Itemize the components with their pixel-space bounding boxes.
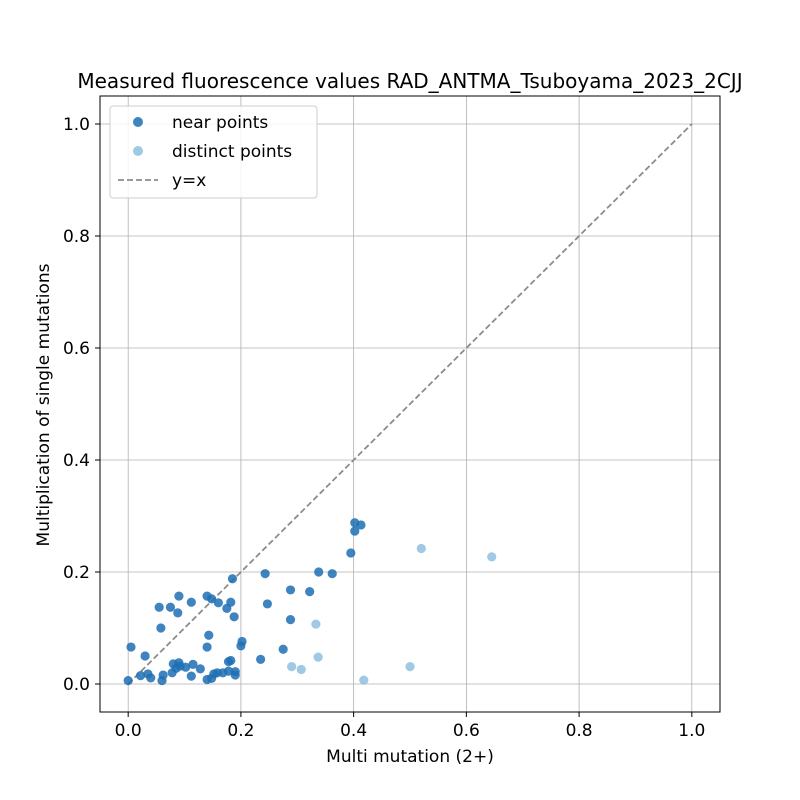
legend-label-distinct-points: distinct points — [172, 142, 292, 162]
near-point — [256, 654, 266, 664]
plot-frame — [99, 95, 721, 713]
legend-box — [109, 105, 318, 199]
legend-marker-distinct-points — [133, 146, 143, 156]
near-point — [327, 569, 337, 579]
y-axis-ticks: 0.0 0.2 0.4 0.6 0.8 1.0 — [63, 115, 100, 695]
near-point — [207, 594, 217, 604]
y-tick-label: 0.6 — [63, 339, 90, 359]
near-point — [165, 602, 176, 612]
near-point — [135, 671, 146, 681]
y-tick-label: 0.0 — [63, 675, 90, 695]
near-point — [204, 630, 214, 640]
near-point — [237, 636, 247, 647]
near-point — [229, 612, 239, 622]
distinct-point — [405, 662, 415, 672]
legend-label-near-points: near points — [172, 113, 268, 133]
distinct-point — [287, 662, 297, 672]
near-point — [181, 662, 191, 672]
near-point — [314, 567, 324, 577]
near-point — [260, 569, 270, 579]
near-point — [223, 666, 234, 676]
points-layer — [123, 518, 497, 686]
near-point — [126, 642, 136, 652]
near-point — [156, 623, 166, 633]
distinct-point — [313, 652, 323, 662]
x-tick-label: 0.6 — [453, 721, 480, 741]
near-point — [350, 526, 360, 536]
near-point — [140, 651, 150, 661]
reference-line-layer — [127, 123, 693, 685]
legend-label-y-equals-x: y=x — [172, 171, 206, 191]
distinct-point — [487, 552, 497, 562]
x-tick-label: 0.4 — [340, 721, 367, 741]
near-point — [227, 574, 238, 584]
near-point — [278, 644, 288, 654]
x-tick-label: 0.0 — [115, 721, 142, 741]
y-axis-label: Multiplication of single mutations — [34, 263, 54, 546]
near-point — [186, 597, 196, 607]
near-point — [188, 659, 198, 670]
near-point — [305, 587, 315, 597]
near-point — [146, 673, 156, 683]
near-point — [158, 670, 168, 680]
near-point — [173, 608, 183, 618]
y-tick-label: 0.4 — [63, 451, 90, 471]
legend-marker-near-points — [133, 117, 143, 127]
near-point — [186, 671, 196, 681]
near-point — [226, 655, 236, 666]
y-tick-label: 1.0 — [63, 115, 90, 135]
near-point — [195, 664, 205, 674]
near-point — [356, 520, 366, 530]
distinct-point — [296, 664, 306, 675]
x-tick-label: 0.8 — [566, 721, 593, 741]
x-axis-ticks: 0.0 0.2 0.4 0.6 0.8 1.0 — [115, 712, 705, 741]
distinct-point — [311, 619, 321, 629]
distinct-point — [359, 675, 369, 685]
chart-title: Measured fluorescence values RAD_ANTMA_T… — [77, 69, 742, 93]
near-point — [123, 676, 133, 686]
near-point — [346, 548, 356, 558]
near-point — [285, 585, 296, 595]
near-point — [230, 667, 240, 677]
distinct-point — [416, 543, 426, 554]
reference-line-y-equals-x — [127, 123, 693, 685]
near-point — [154, 602, 164, 612]
near-point — [226, 597, 236, 607]
near-point — [285, 615, 296, 625]
near-point — [174, 591, 184, 601]
near-point — [262, 599, 272, 609]
near-point — [213, 598, 223, 608]
x-tick-label: 1.0 — [678, 721, 705, 741]
y-tick-label: 0.2 — [63, 563, 90, 583]
near-point — [202, 642, 212, 652]
x-axis-label: Multi mutation (2+) — [326, 747, 494, 767]
y-tick-label: 0.8 — [63, 227, 90, 247]
x-tick-label: 0.2 — [227, 721, 254, 741]
legend: near points distinct points y=x — [109, 105, 318, 199]
